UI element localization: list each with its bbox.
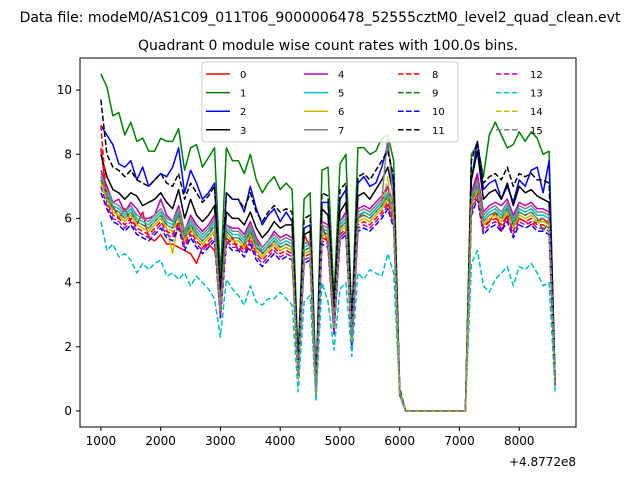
x-offset-label: +4.8772e8 [509, 455, 576, 469]
legend-label-0: 0 [240, 70, 246, 81]
legend-label-2: 2 [240, 107, 246, 118]
axes-layer: 1000 2000 3000 4000 5000 6000 7000 8000 0 2 4 6 8 10 [57, 83, 535, 448]
y-tick-label: 8 [64, 147, 72, 161]
x-tick-label: 8000 [504, 434, 535, 448]
series-line-0 [100, 147, 556, 412]
x-tick-label: 3000 [205, 434, 236, 448]
x-tick-label: 1000 [86, 434, 117, 448]
series-line-15 [100, 176, 556, 412]
chart-title: Quadrant 0 module wise count rates with … [138, 38, 518, 54]
y-tick-label: 0 [64, 404, 72, 418]
series-line-13 [100, 221, 556, 412]
series-line-4 [100, 170, 556, 412]
legend-label-15: 15 [530, 126, 543, 137]
legend-box [201, 61, 459, 143]
x-tick-label: 4000 [265, 434, 296, 448]
legend-label-4: 4 [338, 70, 344, 81]
legend-label-5: 5 [338, 89, 344, 100]
legend-label-3: 3 [240, 126, 246, 137]
legend-label-9: 9 [432, 89, 438, 100]
x-tick-label: 6000 [384, 434, 415, 448]
y-tick-label: 4 [64, 276, 72, 290]
legend-label-11: 11 [432, 126, 445, 137]
legend-label-14: 14 [530, 107, 543, 118]
legend-label-7: 7 [338, 126, 344, 137]
plot-frame [79, 57, 577, 428]
y-tick-label: 6 [64, 211, 72, 225]
legend-label-8: 8 [432, 70, 438, 81]
legend-label-13: 13 [530, 89, 543, 100]
y-tick-label: 2 [64, 340, 72, 354]
series-line-11 [100, 99, 556, 412]
legend-label-1: 1 [240, 89, 246, 100]
series-line-3 [100, 150, 556, 412]
legend-label-10: 10 [432, 107, 445, 118]
series-layer [100, 73, 556, 412]
x-tick-label: 5000 [325, 434, 356, 448]
legend-label-12: 12 [530, 70, 543, 81]
legend-label-6: 6 [338, 107, 344, 118]
x-tick-label: 2000 [145, 434, 176, 448]
series-line-7 [100, 134, 556, 412]
figure-suptitle: Data file: modeM0/AS1C09_011T06_90000064… [20, 10, 621, 26]
x-tick-label: 7000 [444, 434, 475, 448]
y-tick-label: 10 [57, 83, 72, 97]
